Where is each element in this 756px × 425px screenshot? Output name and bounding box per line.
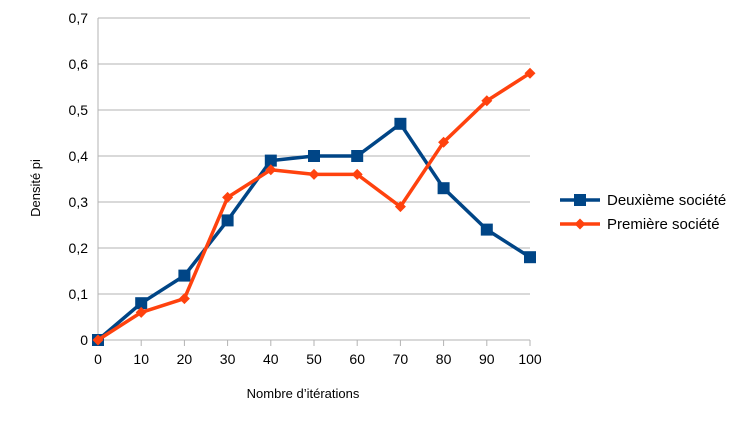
y-tick-label: 0,1 xyxy=(69,286,89,302)
y-tick-label: 0,3 xyxy=(69,194,89,210)
data-point xyxy=(178,293,190,305)
x-axis-title: Nombre d’itérations xyxy=(247,386,360,401)
data-point xyxy=(135,297,148,310)
x-tick-label: 10 xyxy=(133,351,149,367)
x-tick-label: 100 xyxy=(518,351,542,367)
data-point xyxy=(351,150,364,162)
series-2 xyxy=(92,67,536,346)
y-tick-label: 0,4 xyxy=(69,148,89,164)
x-tick-label: 80 xyxy=(436,351,452,367)
x-tick-label: 40 xyxy=(263,351,279,367)
legend-label: Deuxième société xyxy=(607,192,726,209)
legend: Deuxième société Première société xyxy=(560,192,726,233)
legend-item: Deuxième société xyxy=(560,192,726,209)
data-point xyxy=(480,223,493,236)
y-tick-label: 0 xyxy=(80,332,88,348)
series xyxy=(92,67,536,346)
data-point xyxy=(221,214,234,227)
y-tick-label: 0,7 xyxy=(69,10,89,26)
y-tick-label: 0,6 xyxy=(69,56,89,72)
x-tick-label: 60 xyxy=(349,351,365,367)
data-point xyxy=(265,164,277,176)
data-point xyxy=(351,168,363,180)
legend-item: Première société xyxy=(560,216,720,233)
legend-marker xyxy=(574,218,586,230)
x-tick-label: 20 xyxy=(177,351,193,367)
series-1 xyxy=(92,117,536,346)
data-point xyxy=(135,306,147,318)
x-tick-label: 0 xyxy=(94,351,102,367)
legend-label: Première société xyxy=(607,216,720,233)
y-tick-label: 0,2 xyxy=(69,240,89,256)
data-point xyxy=(524,251,536,264)
gridlines xyxy=(98,17,530,295)
data-point xyxy=(438,136,450,148)
x-tick-label: 90 xyxy=(479,351,495,367)
x-tick-label: 30 xyxy=(220,351,236,367)
data-point xyxy=(394,201,406,213)
x-tick-labels: 0 10 20 30 40 50 60 70 80 90 100 xyxy=(94,351,542,367)
data-point xyxy=(222,191,234,203)
data-point xyxy=(308,168,320,180)
data-point xyxy=(92,334,104,346)
x-tick-label: 50 xyxy=(306,351,322,367)
legend-marker xyxy=(574,194,586,206)
y-axis-title: Densité pi xyxy=(28,159,43,217)
data-point xyxy=(264,154,277,167)
axes xyxy=(97,18,531,346)
y-tick-labels: 0 0,1 0,2 0,3 0,4 0,5 0,6 0,7 xyxy=(69,10,89,348)
data-point xyxy=(481,95,493,107)
y-tick-label: 0,5 xyxy=(69,102,89,118)
data-point xyxy=(308,150,320,162)
data-point xyxy=(394,117,407,130)
x-tick-label: 70 xyxy=(393,351,409,367)
data-point xyxy=(437,182,450,195)
data-point xyxy=(524,67,536,79)
data-point xyxy=(178,269,191,282)
